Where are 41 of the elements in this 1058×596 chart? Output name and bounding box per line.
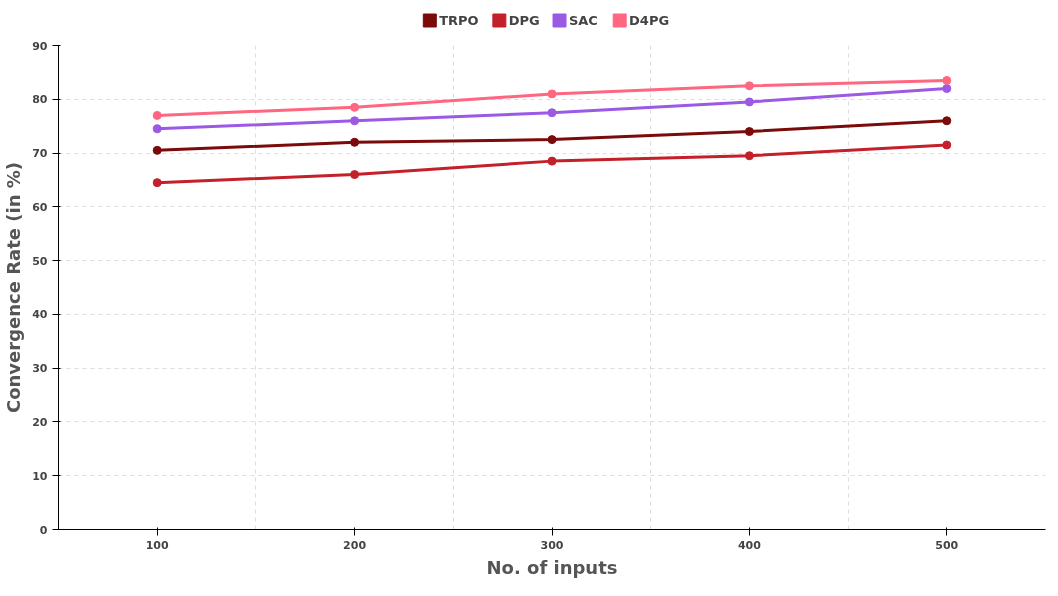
point [350,170,360,180]
point [547,135,557,145]
point [744,151,754,161]
point [547,108,557,118]
point [152,124,162,134]
point [744,97,754,107]
y-tick-label: 0 [39,523,48,537]
legend-label: TRPO [439,13,479,28]
x-tick-label: 200 [343,538,367,552]
point [547,89,557,99]
point [942,140,952,150]
point [152,110,162,120]
point [350,116,360,126]
legend-label: DPG [508,13,540,28]
y-tick-label: 20 [32,415,48,429]
y-tick-label: 70 [32,147,48,161]
point [942,84,952,94]
x-tick-label: 100 [145,538,170,552]
point [744,127,754,137]
point [350,102,360,112]
y-tick-label: 50 [32,254,48,268]
point [152,145,162,155]
point [547,156,557,166]
legend-label: D4PG [629,13,670,28]
y-tick-label: 40 [32,308,48,322]
y-axis-title: Convergence Rate (in %) [3,161,25,414]
point [942,116,952,126]
y-tick-label: 60 [32,200,48,214]
point [350,137,360,147]
point [744,81,754,91]
x-tick-label: 300 [540,538,564,552]
y-tick-label: 80 [32,93,48,107]
y-tick-label: 90 [32,39,48,53]
x-axis-title: No. of inputs [486,556,618,578]
x-tick-label: 500 [935,538,959,552]
point [942,75,952,85]
y-tick-label: 30 [32,362,48,376]
y-tick-label: 10 [32,469,48,483]
x-tick-label: 400 [737,538,762,552]
legend-label: SAC [568,13,598,28]
point [152,178,162,188]
